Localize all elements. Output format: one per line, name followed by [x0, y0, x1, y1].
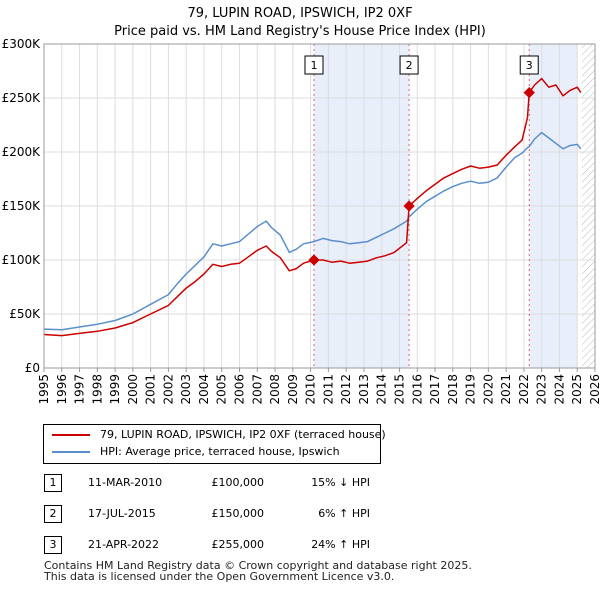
x-tick-label: 2014 [375, 374, 389, 405]
tx-number-badge: 2 [44, 505, 62, 523]
x-tick-label: 2006 [233, 374, 247, 405]
tx-date: 17-JUL-2015 [88, 507, 156, 520]
tx-price: £100,000 [211, 476, 265, 489]
x-tick-label: 1996 [55, 374, 69, 405]
tx-hpi-diff: 15% ↓ HPI [311, 476, 370, 489]
y-tick-label: £50K [9, 307, 41, 321]
x-tick-label: 2012 [339, 374, 353, 405]
legend-item-property: 79, LUPIN ROAD, IPSWICH, IP2 0XF (terrac… [52, 428, 386, 444]
price-chart: 1 2 3 £0 £50K £100K £150K £200K £250K £300K 1995 1… [2, 37, 600, 405]
hpi-line [43, 131, 582, 331]
transaction-label-box [519, 55, 539, 75]
transaction-label: 3 [526, 59, 533, 72]
table-row: 1 11-MAR-2010 £100,000 15% ↓ HPI [44, 474, 404, 492]
y-tick-label: £150K [2, 199, 42, 213]
x-tick-label: 2022 [517, 374, 531, 405]
plot-frame [43, 43, 596, 369]
x-tick-label: 2025 [570, 374, 584, 405]
tx-hpi-diff: 24% ↑ HPI [311, 538, 370, 551]
x-tick-label: 2019 [464, 374, 478, 405]
legend-swatch-hpi [52, 451, 90, 453]
x-tick-label: 2024 [552, 374, 566, 405]
y-tick-label: £250K [2, 91, 42, 105]
y-tick-label: £100K [2, 253, 42, 267]
tx-price: £150,000 [211, 507, 265, 520]
transaction-label-box [399, 55, 419, 75]
legend-label-hpi: HPI: Average price, terraced house, Ipsw… [100, 445, 340, 458]
x-tick-label: 2016 [410, 374, 424, 405]
y-tick-label: £200K [2, 145, 42, 159]
tx-date: 11-MAR-2010 [88, 476, 163, 489]
x-tick-label: 2008 [268, 374, 282, 405]
transaction-point [403, 200, 415, 212]
x-tick-label: 1997 [73, 374, 87, 405]
tx-date: 21-APR-2022 [88, 538, 160, 551]
table-row: 3 21-APR-2022 £255,000 24% ↑ HPI [44, 536, 404, 554]
x-tick-label: 2015 [392, 374, 406, 405]
tx-price: £255,000 [211, 538, 265, 551]
legend-swatch-property [52, 434, 90, 436]
x-tick-label: 2000 [126, 374, 140, 405]
transaction-label: 1 [310, 59, 317, 72]
transaction-label: 2 [406, 59, 413, 72]
property-price-line [43, 77, 582, 337]
tx-number-badge: 1 [44, 474, 62, 492]
x-tick-label: 2004 [197, 374, 211, 405]
x-tick-label: 2018 [446, 374, 460, 405]
x-tick-label: 2001 [144, 374, 158, 405]
table-row: 2 17-JUL-2015 £150,000 6% ↑ HPI [44, 505, 404, 523]
x-tick-label: 2017 [428, 374, 442, 405]
x-tick-label: 2023 [535, 374, 549, 405]
x-tick-label: 1995 [37, 374, 51, 405]
transaction-point [308, 254, 320, 266]
x-tick-label: 2026 [588, 374, 600, 405]
transaction-label-box [304, 55, 324, 75]
legend-item-hpi: HPI: Average price, terraced house, Ipsw… [52, 445, 340, 461]
x-tick-label: 2013 [357, 374, 371, 405]
x-tick-label: 2009 [286, 374, 300, 405]
x-tick-label: 1998 [90, 374, 104, 405]
chart-title: 79, LUPIN ROAD, IPSWICH, IP2 0XF [187, 6, 413, 21]
y-tick-label: £0 [25, 361, 40, 375]
chart-subtitle: Price paid vs. HM Land Registry's House … [114, 24, 486, 39]
x-tick-label: 2002 [161, 374, 175, 405]
x-tick-label: 2021 [499, 374, 513, 405]
x-tick-label: 1999 [108, 374, 122, 405]
x-tick-label: 2005 [215, 374, 229, 405]
x-tick-label: 2007 [250, 374, 264, 405]
tx-hpi-diff: 6% ↑ HPI [318, 507, 370, 520]
x-tick-label: 2003 [179, 374, 193, 405]
footer: Contains HM Land Registry data © Crown c… [44, 560, 472, 582]
x-tick-label: 2010 [304, 374, 318, 405]
footer-copyright: Contains HM Land Registry data © Crown c… [44, 559, 472, 572]
footer-license: This data is licensed under the Open Gov… [44, 570, 395, 583]
legend: 79, LUPIN ROAD, IPSWICH, IP2 0XF (terrac… [43, 424, 386, 464]
x-tick-label: 2011 [321, 374, 335, 405]
tx-number-badge: 3 [44, 536, 62, 554]
y-tick-label: £300K [2, 37, 42, 51]
legend-label-property: 79, LUPIN ROAD, IPSWICH, IP2 0XF (terrac… [100, 428, 386, 441]
x-tick-label: 2020 [481, 374, 495, 405]
